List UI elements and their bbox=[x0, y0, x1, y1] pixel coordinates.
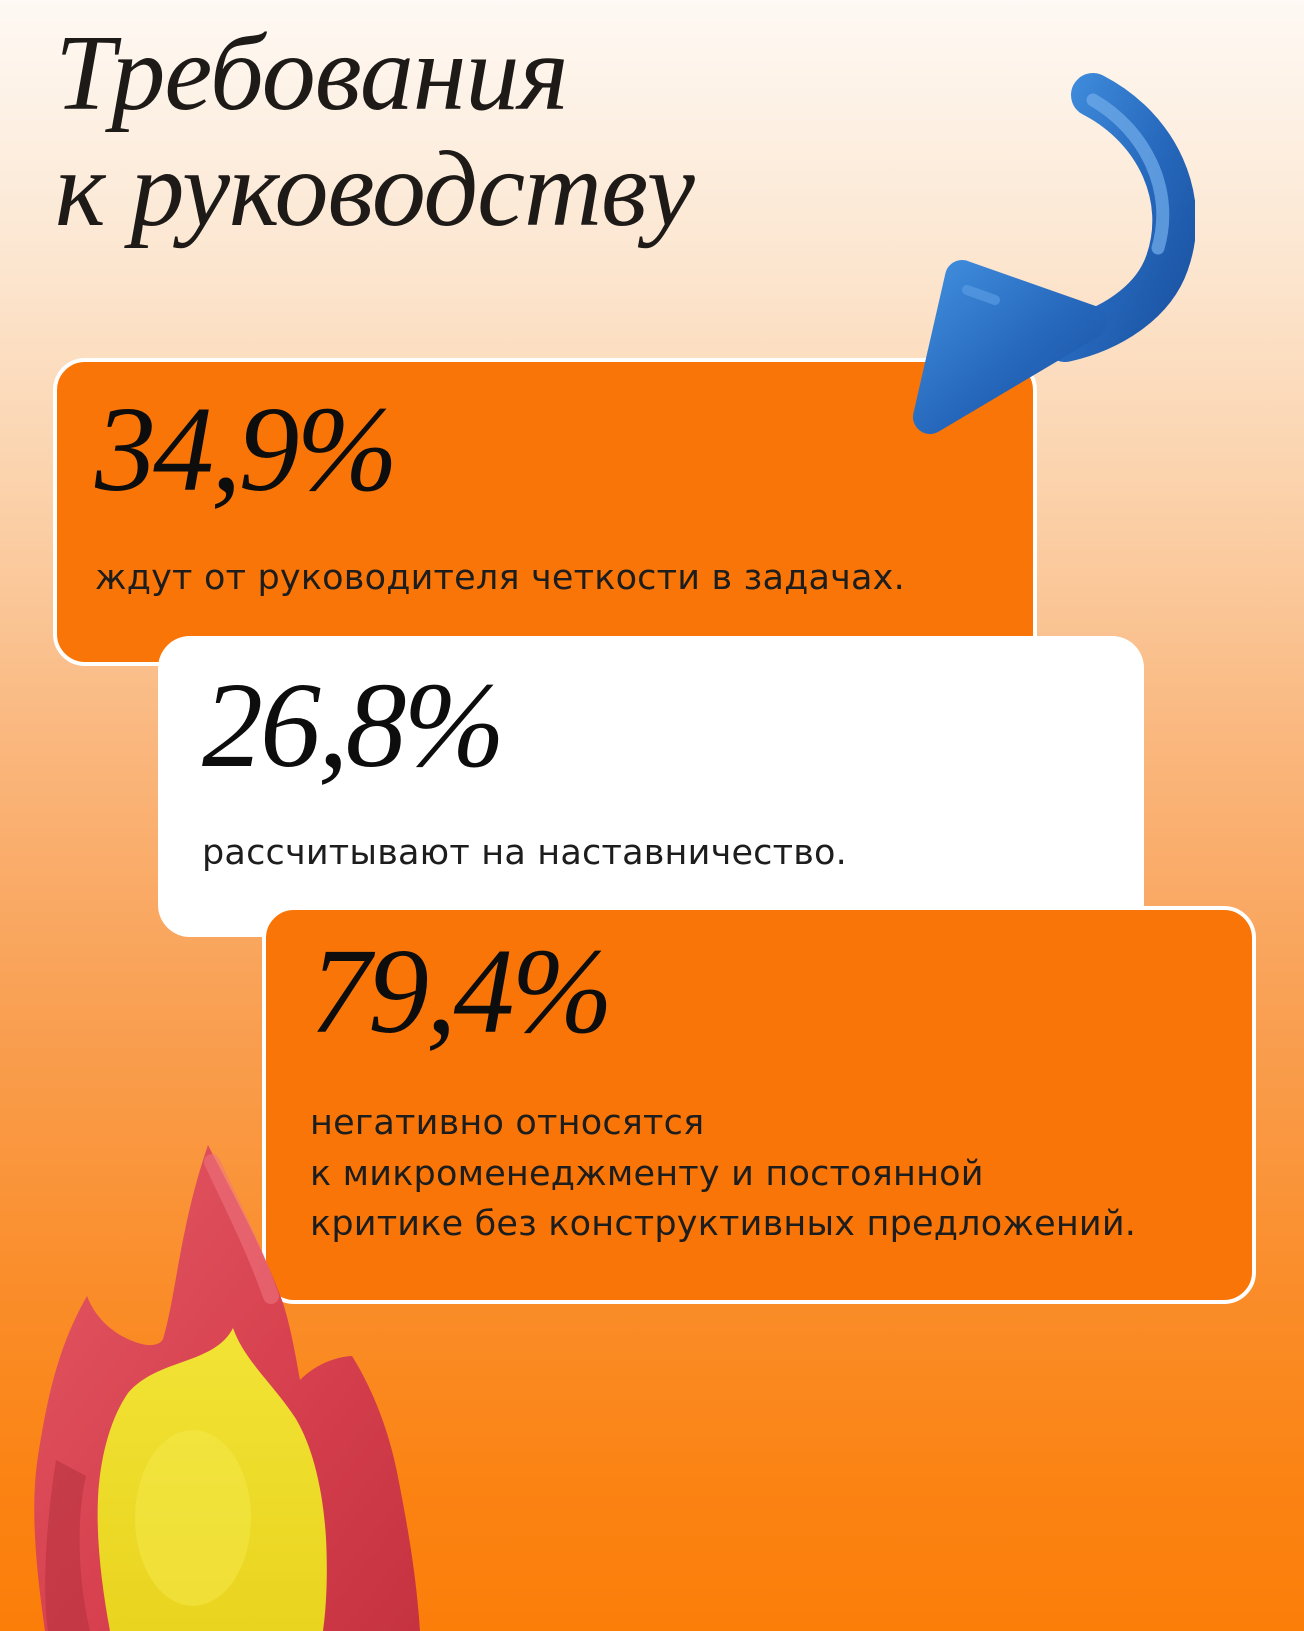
arrow-down-left-icon bbox=[913, 73, 1195, 434]
stat-value: 34,9% bbox=[95, 382, 398, 517]
stat-card-micromanagement: 79,4% негативно относятся к микроменеджм… bbox=[262, 906, 1256, 1304]
page-title-line-2: к руководству bbox=[55, 129, 695, 249]
stat-description: ждут от руководителя четкости в задачах. bbox=[95, 558, 905, 599]
stat-description: рассчитывают на наставничество. bbox=[202, 833, 847, 874]
page-title: Требования к руководству bbox=[55, 14, 695, 249]
stat-card-clarity: 34,9% ждут от руководителя четкости в за… bbox=[53, 358, 1037, 666]
stat-description: негативно относятся к микроменеджменту и… bbox=[310, 1102, 1137, 1245]
stat-value: 26,8% bbox=[202, 658, 505, 793]
page-title-line-1: Требования bbox=[55, 14, 569, 133]
fire-icon bbox=[34, 1145, 421, 1631]
stat-card-mentorship: 26,8% рассчитывают на наставничество. bbox=[158, 636, 1144, 937]
stat-value: 79,4% bbox=[310, 924, 613, 1059]
